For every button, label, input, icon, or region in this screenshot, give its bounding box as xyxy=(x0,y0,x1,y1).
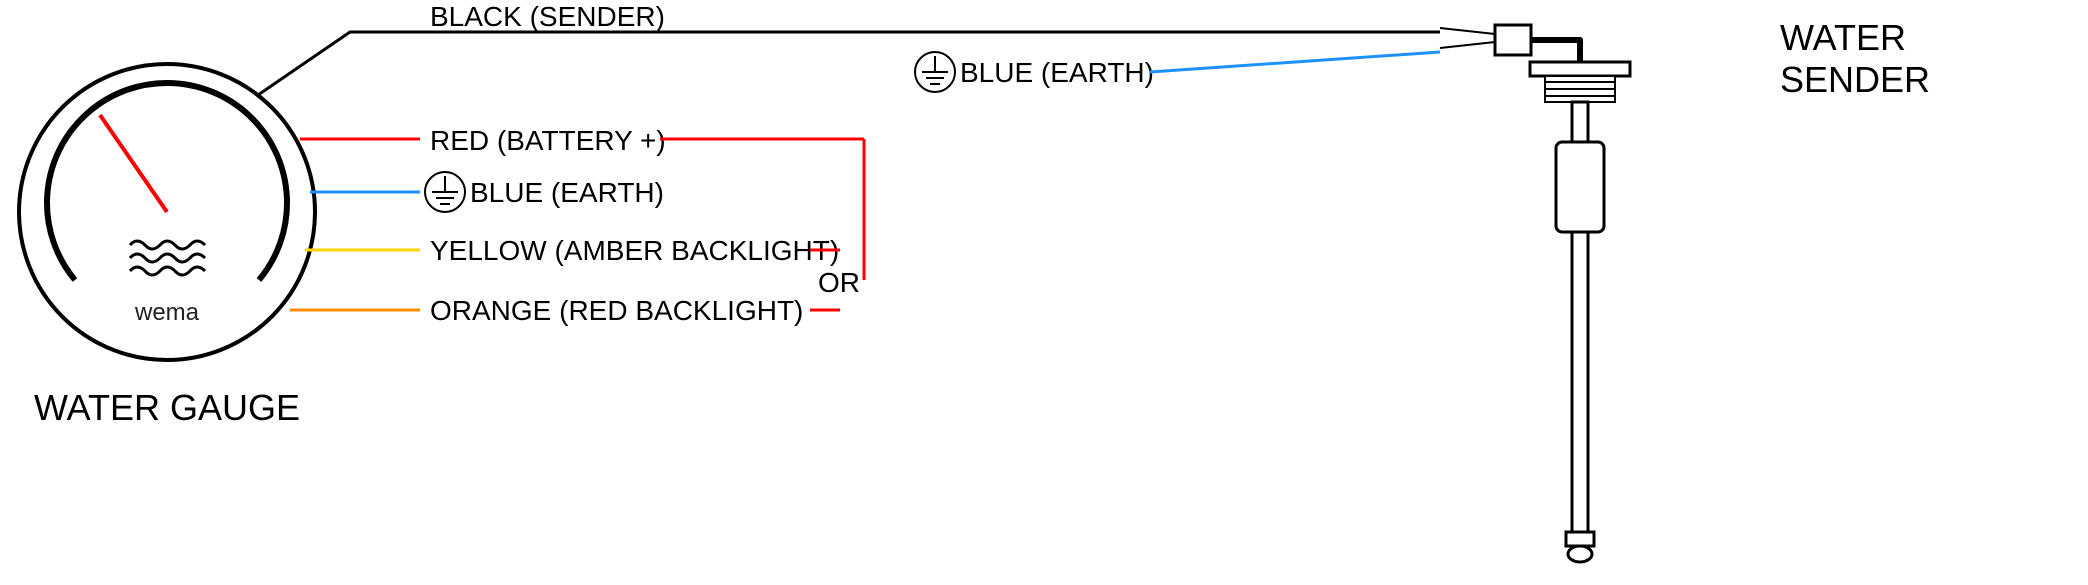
water-sender xyxy=(1440,25,1630,562)
label-orange: ORANGE (RED BACKLIGHT) xyxy=(430,295,803,326)
label-yellow: YELLOW (AMBER BACKLIGHT) xyxy=(430,235,839,266)
earth-symbol-right xyxy=(915,52,955,92)
sender-prongs xyxy=(1440,28,1495,48)
sender-thread xyxy=(1545,76,1615,102)
sender-endcap xyxy=(1566,532,1594,546)
sender-tube xyxy=(1572,232,1588,532)
earth-symbol-left xyxy=(425,172,465,212)
sender-connector xyxy=(1495,25,1531,55)
sender-tip xyxy=(1568,546,1592,562)
gauge-caption: WATER GAUGE xyxy=(34,387,300,428)
label-blue-right: BLUE (EARTH) xyxy=(960,57,1154,88)
gauge-brand-label: wema xyxy=(134,299,200,326)
sender-neck xyxy=(1572,102,1588,142)
sender-flange-top xyxy=(1530,62,1630,76)
label-or: OR xyxy=(818,267,860,298)
label-red: RED (BATTERY +) xyxy=(430,125,666,156)
sender-cable xyxy=(1531,40,1580,62)
label-blue-left: BLUE (EARTH) xyxy=(470,177,664,208)
sender-caption-line1: WATER xyxy=(1780,17,1906,58)
sender-float xyxy=(1556,142,1604,232)
water-gauge: wema xyxy=(19,64,315,360)
wire-blue-right xyxy=(1150,52,1440,72)
sender-caption-line2: SENDER xyxy=(1780,59,1930,100)
label-black: BLACK (SENDER) xyxy=(430,1,665,32)
wiring-diagram: wema WATER GAUGE BLACK (SENDER) RED (BAT… xyxy=(0,0,2088,585)
